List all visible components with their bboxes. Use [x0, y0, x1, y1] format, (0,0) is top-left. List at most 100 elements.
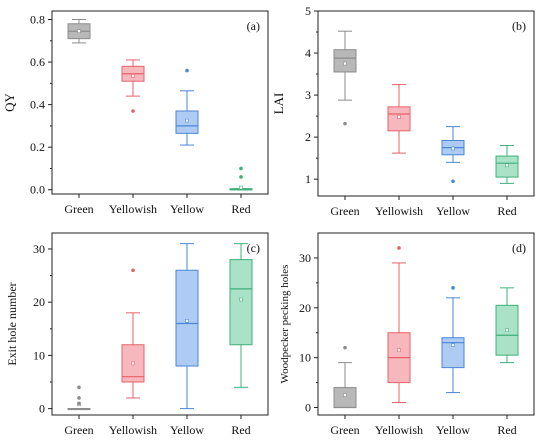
x-tick-label: Green: [330, 204, 359, 218]
outlier-point: [343, 121, 347, 126]
chart-panel-4: 0 10 20 30 Green Yellowish Yellow Red Woodpecker…: [279, 232, 535, 437]
box-yellow: [175, 68, 199, 146]
iqr-box: [229, 259, 253, 346]
y-tick-label: 0: [305, 401, 311, 415]
plot-frame: [317, 10, 535, 197]
outlier-point: [77, 401, 81, 406]
y-axis-label: Woodpecker pecking holes: [279, 265, 291, 384]
box-yellowish: [387, 246, 411, 404]
y-tick-label: 30: [33, 242, 45, 256]
box-green: [67, 19, 91, 44]
box-yellowish: [387, 84, 411, 154]
x-tick-label: Yellowish: [375, 423, 423, 437]
y-tick-label: 20: [299, 301, 311, 315]
chart-panel-3: 0 10 20 30 Green Yellowish Yellow Red Exit hole …: [5, 232, 269, 437]
plot-frame: [51, 232, 269, 416]
plot-frame: [317, 232, 535, 416]
mean-marker: [185, 118, 189, 123]
box-red: [495, 287, 519, 364]
panel-label: (d): [512, 241, 526, 255]
box-red: [229, 243, 253, 388]
y-axis-label: QY: [2, 93, 17, 112]
outlier-point: [185, 68, 189, 73]
x-tick-label: Yellow: [170, 202, 204, 216]
y-tick-label: 30: [299, 251, 311, 265]
outlier-point: [451, 179, 455, 184]
mean-marker: [343, 393, 347, 397]
y-tick-label: 20: [33, 295, 45, 309]
mean-marker: [77, 29, 81, 34]
mean-marker: [451, 146, 455, 151]
y-tick-label: 0.0: [30, 183, 45, 197]
outlier-point: [77, 396, 81, 400]
outlier-point: [397, 246, 401, 250]
box-yellowish: [121, 268, 145, 399]
box-green: [333, 30, 357, 126]
mean-marker: [451, 343, 455, 347]
outlier-point: [239, 166, 243, 171]
iqr-box: [175, 269, 199, 367]
x-tick-label: Yellowish: [109, 423, 157, 437]
box-red: [229, 166, 253, 191]
iqr-box: [333, 49, 357, 73]
y-tick-label: 0: [39, 402, 45, 416]
outlier-point: [343, 345, 347, 350]
x-tick-label: Green: [64, 202, 93, 216]
y-axis-label: LAI: [271, 93, 286, 115]
mean-marker: [505, 163, 509, 168]
panel-label: (a): [247, 19, 260, 33]
y-tick-label: 0.4: [30, 98, 45, 112]
box-red: [495, 145, 519, 184]
y-tick-label: 2: [305, 130, 311, 144]
x-tick-label: Yellow: [170, 423, 204, 437]
y-tick-label: 3: [305, 88, 311, 102]
mean-marker: [239, 297, 243, 302]
chart-panel-1: 0.0 0.2 0.4 0.6 0.8 Green Yellowish Yellow Red QY…: [2, 10, 269, 216]
x-tick-label: Yellow: [436, 204, 470, 218]
y-tick-label: 10: [299, 351, 311, 365]
y-tick-label: 10: [33, 348, 45, 362]
x-tick-label: Red: [497, 423, 516, 437]
iqr-box: [441, 337, 465, 369]
x-tick-label: Red: [231, 423, 250, 437]
iqr-box: [387, 106, 411, 132]
outlier-point: [77, 385, 81, 390]
y-tick-label: 0.8: [30, 13, 45, 27]
x-tick-label: Yellow: [436, 423, 470, 437]
box-yellowish: [121, 59, 145, 113]
mean-marker: [397, 348, 401, 352]
box-green: [67, 385, 91, 411]
y-tick-label: 5: [305, 4, 311, 18]
x-tick-label: Yellowish: [375, 204, 423, 218]
panel-label: (b): [512, 19, 526, 33]
x-tick-label: Red: [231, 202, 250, 216]
outlier-point: [239, 175, 243, 179]
box-green: [333, 345, 357, 409]
plot-frame: [51, 10, 269, 195]
mean-marker: [131, 361, 135, 366]
outlier-point: [131, 268, 135, 273]
x-tick-label: Red: [497, 204, 516, 218]
mean-marker: [343, 61, 347, 66]
y-axis-label: Exit hole number: [5, 282, 19, 365]
box-yellow: [441, 126, 465, 184]
mean-marker: [239, 185, 243, 190]
y-tick-label: 4: [305, 46, 311, 60]
x-tick-label: Yellowish: [109, 202, 157, 216]
box-yellow: [441, 286, 465, 394]
mean-marker: [505, 328, 509, 333]
panel-label: (c): [247, 241, 260, 255]
x-tick-label: Green: [330, 423, 359, 437]
outlier-point: [131, 109, 135, 113]
iqr-box: [333, 387, 357, 409]
mean-marker: [185, 319, 189, 323]
y-tick-label: 0.2: [30, 140, 45, 154]
mean-marker: [397, 115, 401, 119]
y-tick-label: 0.6: [30, 55, 45, 69]
outlier-point: [451, 286, 455, 290]
mean-marker: [131, 74, 135, 78]
chart-panel-2: 1 2 3 4 5 Green Yellowish Yellow Red LAI (b): [271, 4, 535, 218]
box-yellow: [175, 243, 199, 410]
y-tick-label: 1: [305, 172, 311, 186]
